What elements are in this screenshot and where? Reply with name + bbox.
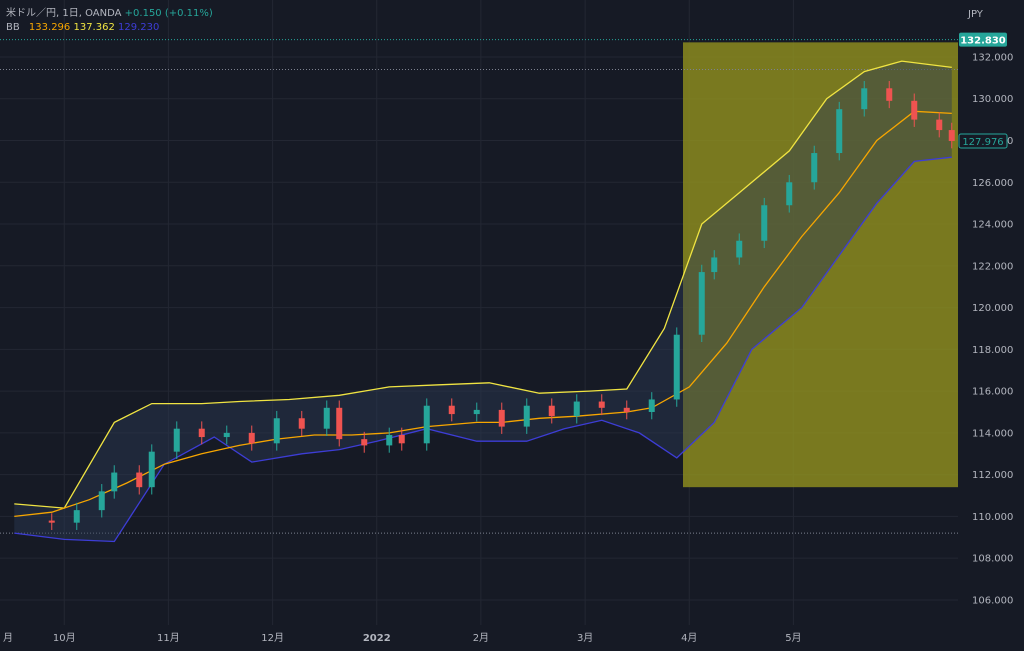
- x-tick-label: 3月: [577, 632, 593, 644]
- y-tick-label: 124.000: [972, 220, 1013, 231]
- candle-body: [273, 418, 280, 444]
- x-tick-label: 10月: [53, 632, 76, 644]
- bollinger-bands: [14, 60, 952, 543]
- candle-body: [48, 520, 55, 523]
- change-value: +0.150 (+0.11%): [124, 8, 213, 19]
- candle-body: [473, 409, 480, 415]
- x-tick-label: 12月: [261, 632, 284, 644]
- candle-body: [786, 182, 793, 206]
- bb-lower-value: 129.230: [118, 22, 160, 33]
- y-tick-label: 116.000: [972, 387, 1013, 398]
- currency-label: JPY: [967, 9, 984, 20]
- candle-body: [173, 428, 180, 452]
- candle-body: [223, 432, 230, 438]
- bb-basis-line: [14, 110, 952, 518]
- candle-body: [948, 130, 955, 142]
- bb-lower-line: [14, 156, 952, 543]
- candle-body: [836, 109, 843, 154]
- candle-body: [761, 205, 768, 241]
- y-tick-label: 122.000: [972, 261, 1013, 272]
- y-tick-label: 108.000: [972, 554, 1013, 565]
- x-tick-label: 5月: [785, 632, 801, 644]
- candle-body: [148, 451, 155, 488]
- y-tick-label: 110.000: [972, 512, 1013, 523]
- bb-upper-line: [14, 60, 952, 509]
- candle-body: [386, 434, 393, 446]
- candle-body: [498, 409, 505, 427]
- candle-body: [673, 334, 680, 400]
- candle-body: [573, 401, 580, 417]
- candle-body: [936, 119, 943, 131]
- y-tick-label: 106.000: [972, 595, 1013, 606]
- candle-body: [623, 407, 630, 412]
- symbol-title[interactable]: 米ドル／円, 1日, OANDA: [6, 8, 122, 19]
- x-tick-label: 2022: [363, 633, 391, 644]
- legend-symbol-row: 米ドル／円, 1日, OANDA +0.150 (+0.11%): [6, 7, 213, 20]
- candle-body: [73, 510, 80, 523]
- top-price-badge: [959, 32, 1007, 47]
- price-axis[interactable]: 132.000130.000128.000126.000124.000122.0…: [972, 52, 1013, 606]
- candle-body: [361, 439, 368, 446]
- candle-body: [98, 491, 105, 511]
- y-tick-label: 114.000: [972, 428, 1013, 439]
- candle-body: [111, 472, 118, 492]
- x-tick-label: 月: [3, 632, 13, 644]
- candle-body: [248, 432, 255, 444]
- y-tick-label: 120.000: [972, 303, 1013, 314]
- price-badges: 132.830 127.976: [958, 32, 1008, 149]
- y-tick-label: 118.000: [972, 345, 1013, 356]
- time-axis[interactable]: 月 10月 11月 12月 2022 2月 3月 4月 5月: [3, 632, 802, 644]
- grid: [0, 0, 958, 625]
- bb-upper-value: 137.362: [73, 22, 115, 33]
- candle-body: [423, 405, 430, 444]
- candle-body: [136, 472, 143, 488]
- bb-fill: [14, 61, 952, 542]
- candle-body: [711, 257, 718, 273]
- last-price-badge: [958, 133, 1008, 149]
- x-tick-label: 4月: [681, 632, 697, 644]
- y-tick-label: 132.000: [972, 52, 1013, 63]
- candle-body: [698, 272, 705, 335]
- candle-body: [298, 418, 305, 429]
- top-price-label: 132.830: [960, 36, 1006, 47]
- bb-basis-value: 133.296: [28, 22, 71, 33]
- candle-body: [198, 428, 205, 438]
- candles: [48, 80, 955, 530]
- candle-body: [548, 405, 555, 417]
- candle-body: [323, 407, 330, 429]
- y-tick-label: 112.000: [972, 470, 1013, 481]
- legend-bb-row: BB 133.296 137.362 129.230: [6, 21, 159, 34]
- candle-body: [398, 434, 405, 444]
- candle-body: [523, 405, 530, 427]
- x-tick-label: 2月: [473, 632, 489, 644]
- y-tick-label: 130.000: [972, 94, 1013, 105]
- candle-body: [811, 153, 818, 183]
- candle-body: [598, 401, 605, 408]
- candle-body: [648, 399, 655, 412]
- candle-body: [911, 100, 918, 120]
- x-tick-label: 11月: [157, 632, 180, 644]
- reference-lines: [0, 39, 958, 534]
- candle-body: [336, 407, 343, 440]
- candle-body: [886, 88, 893, 101]
- bb-label[interactable]: BB: [6, 22, 20, 33]
- candle-body: [448, 405, 455, 415]
- candle-body: [861, 88, 868, 110]
- y-tick-label: 126.000: [972, 178, 1013, 189]
- candle-body: [736, 240, 743, 258]
- last-price-label: 127.976: [962, 137, 1003, 148]
